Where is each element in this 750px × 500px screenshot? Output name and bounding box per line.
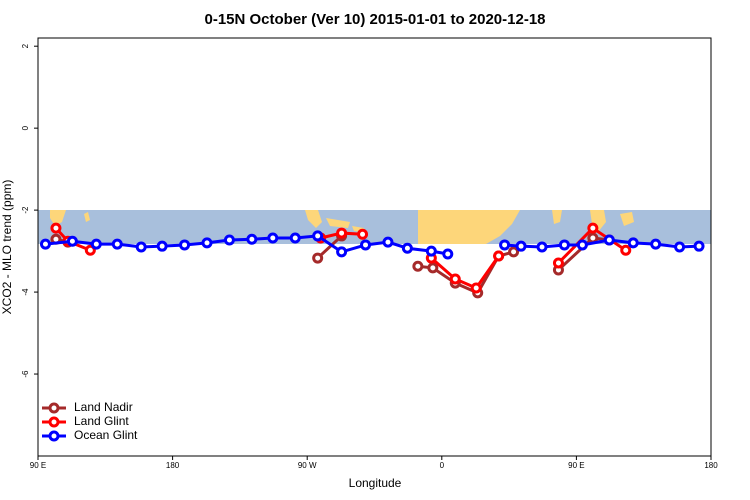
x-tick-label: 180 bbox=[166, 461, 180, 470]
data-point bbox=[425, 245, 437, 257]
data-point bbox=[90, 238, 102, 250]
data-point bbox=[223, 234, 235, 246]
data-point bbox=[674, 241, 686, 253]
data-point bbox=[66, 235, 78, 247]
legend-marker bbox=[48, 416, 60, 428]
data-point bbox=[111, 238, 123, 250]
data-point bbox=[620, 244, 632, 256]
data-point bbox=[289, 232, 301, 244]
data-point bbox=[449, 273, 461, 285]
data-point bbox=[50, 222, 62, 234]
plot-frame bbox=[37, 37, 712, 457]
data-point bbox=[558, 239, 570, 251]
y-tick-label: 0 bbox=[21, 125, 30, 130]
data-point bbox=[382, 236, 394, 248]
data-point bbox=[427, 262, 439, 274]
data-point bbox=[693, 240, 705, 252]
y-tick-label: -4 bbox=[21, 288, 30, 296]
data-point bbox=[587, 232, 599, 244]
data-point bbox=[401, 242, 413, 254]
data-point bbox=[515, 240, 527, 252]
data-point bbox=[336, 227, 348, 239]
data-point bbox=[312, 230, 324, 242]
map-background bbox=[38, 210, 711, 244]
data-point bbox=[470, 282, 482, 294]
legend-label: Land Glint bbox=[74, 414, 129, 428]
data-point bbox=[246, 233, 258, 245]
x-axis-label: Longitude bbox=[349, 476, 402, 490]
data-point bbox=[587, 222, 599, 234]
y-tick-label: -6 bbox=[21, 370, 30, 378]
legend-label: Ocean Glint bbox=[74, 428, 138, 442]
data-point bbox=[267, 232, 279, 244]
data-point bbox=[39, 238, 51, 250]
x-tick-label: 180 bbox=[704, 461, 718, 470]
data-point bbox=[499, 239, 511, 251]
data-point bbox=[179, 239, 191, 251]
y-axis-label: XCO2 - MLO trend (ppm) bbox=[0, 180, 14, 315]
data-point bbox=[357, 228, 369, 240]
data-point bbox=[493, 250, 505, 262]
data-point bbox=[156, 240, 168, 252]
y-tick-label: -2 bbox=[21, 206, 30, 214]
data-point bbox=[536, 241, 548, 253]
x-tick-label: 90 E bbox=[568, 461, 584, 470]
data-point bbox=[336, 246, 348, 258]
data-point bbox=[576, 239, 588, 251]
data-point bbox=[650, 238, 662, 250]
series-line bbox=[55, 234, 610, 295]
data-point bbox=[603, 234, 615, 246]
data-point bbox=[201, 237, 213, 249]
data-point bbox=[508, 246, 520, 258]
x-tick-label: 0 bbox=[440, 461, 445, 470]
data-point bbox=[627, 237, 639, 249]
legend-label: Land Nadir bbox=[74, 400, 133, 414]
legend-marker bbox=[48, 402, 60, 414]
data-point bbox=[135, 241, 147, 253]
data-point bbox=[552, 257, 564, 269]
x-tick-label: 90 W bbox=[298, 461, 317, 470]
data-point bbox=[360, 239, 372, 251]
legend-marker bbox=[48, 430, 60, 442]
y-tick-label: 2 bbox=[21, 43, 30, 48]
x-tick-label: 90 E bbox=[30, 461, 46, 470]
chart-title: 0-15N October (Ver 10) 2015-01-01 to 202… bbox=[204, 11, 545, 28]
data-point bbox=[412, 260, 424, 272]
data-point bbox=[442, 248, 454, 260]
data-point bbox=[312, 252, 324, 264]
data-point bbox=[84, 244, 96, 256]
